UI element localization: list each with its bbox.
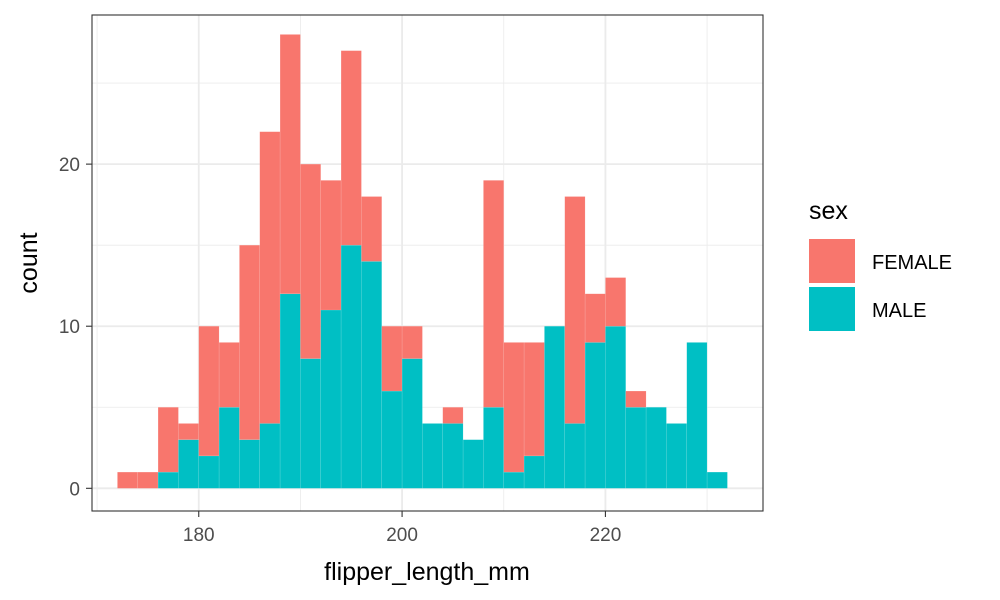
- bar-female: [198, 325, 220, 457]
- bar-female: [137, 471, 159, 489]
- bar-male: [279, 293, 301, 489]
- x-axis-title: flipper_length_mm: [324, 558, 530, 586]
- bar-female: [564, 196, 586, 424]
- bar-female: [259, 131, 281, 424]
- x-tick-label: 200: [386, 525, 418, 546]
- histogram-bars: [117, 34, 728, 489]
- bar-female: [605, 277, 627, 327]
- panel-border: [91, 14, 764, 512]
- bar-female: [584, 293, 606, 343]
- bar-female: [300, 163, 321, 359]
- bar-female: [279, 34, 301, 295]
- bar-male: [178, 439, 200, 489]
- y-axis: 0 10 20: [59, 155, 92, 500]
- legend-label-male: MALE: [872, 300, 926, 322]
- bar-male: [686, 342, 708, 489]
- legend: sex FEMALE MALE: [809, 197, 952, 331]
- bar-female: [320, 180, 342, 311]
- bar-male: [625, 407, 647, 489]
- bar-female: [503, 342, 525, 473]
- y-tick-label: 0: [69, 479, 80, 500]
- legend-key-male: [809, 287, 855, 331]
- x-tick-label: 180: [183, 525, 215, 546]
- bar-male: [401, 358, 423, 489]
- bar-male: [340, 244, 362, 489]
- bar-male: [320, 309, 342, 489]
- bar-male: [564, 423, 586, 489]
- bar-male: [218, 407, 240, 489]
- bar-female: [157, 407, 179, 473]
- bar-female: [401, 325, 423, 359]
- bar-male: [422, 423, 443, 489]
- bar-male: [462, 439, 484, 489]
- bar-male: [259, 423, 281, 489]
- bar-male: [584, 342, 606, 489]
- bar-male: [239, 439, 261, 489]
- bar-male: [483, 407, 504, 489]
- bar-female: [483, 180, 504, 408]
- legend-key-female: [809, 239, 855, 283]
- bar-male: [503, 471, 525, 489]
- x-axis: 180 200 220: [183, 511, 621, 546]
- bar-female: [340, 50, 362, 246]
- bar-male: [605, 325, 627, 489]
- bar-male: [666, 423, 688, 489]
- bar-male: [442, 423, 464, 489]
- bar-female: [178, 423, 200, 440]
- bar-female: [117, 471, 138, 489]
- bar-female: [361, 196, 382, 262]
- y-tick-label: 20: [59, 155, 80, 176]
- bar-male: [300, 358, 321, 489]
- bar-female: [239, 244, 261, 440]
- bar-female: [523, 342, 545, 457]
- bar-female: [381, 325, 403, 392]
- bar-female: [442, 407, 464, 424]
- bar-male: [645, 407, 667, 489]
- bar-male: [361, 261, 382, 489]
- bar-male: [198, 455, 220, 489]
- bar-male: [381, 390, 403, 489]
- x-tick-label: 220: [590, 525, 622, 546]
- y-tick-label: 10: [59, 317, 80, 338]
- bar-male: [523, 455, 545, 489]
- bar-male: [544, 325, 566, 489]
- bar-female: [625, 390, 647, 408]
- y-axis-title: count: [15, 232, 43, 293]
- bar-male: [706, 471, 728, 489]
- bar-female: [218, 342, 240, 408]
- legend-label-female: FEMALE: [872, 252, 952, 274]
- bar-male: [157, 471, 179, 489]
- legend-title: sex: [809, 197, 848, 225]
